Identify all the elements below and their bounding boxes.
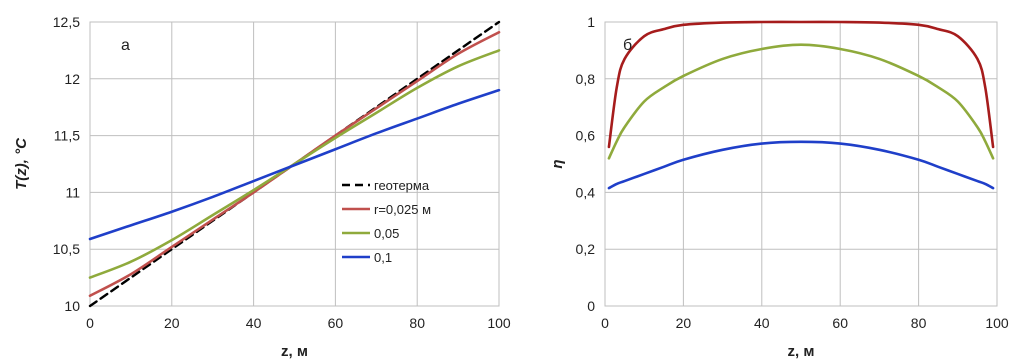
series-line-1 <box>607 20 995 149</box>
series-line-0-1 <box>88 88 501 241</box>
y-tick-label: 0,2 <box>576 241 596 257</box>
y-tick-label: 11,5 <box>54 128 80 144</box>
legend-entry-label: 0,05 <box>374 226 399 241</box>
panel-a-y-ticks: 10 10,5 11 11,5 12 12,5 <box>53 14 80 314</box>
panel-b-plot-area <box>604 21 998 307</box>
x-tick-label: 0 <box>601 315 609 331</box>
panel-a-x-ticks: 0 20 40 60 80 100 <box>86 315 511 331</box>
series-line-2 <box>607 43 995 160</box>
x-tick-label: 60 <box>328 315 344 331</box>
y-tick-label: 0 <box>587 298 595 314</box>
panel-a-plot-area <box>89 21 500 307</box>
panel-b-x-ticks: 0 20 40 60 80 100 <box>601 315 1009 331</box>
panel-b-x-axis-title: z, м <box>788 343 815 360</box>
panel-a-series <box>88 20 501 308</box>
y-tick-label: 12 <box>64 71 80 87</box>
panel-b-gridlines <box>604 21 998 307</box>
x-tick-label: 20 <box>676 315 692 331</box>
legend-entry-label: 0,1 <box>374 250 392 265</box>
x-tick-label: 40 <box>246 315 262 331</box>
chart-panel-a: 10 10,5 11 11,5 12 12,5 0 20 40 60 80 100 а z, м T… <box>13 14 511 360</box>
chart-panel-b: 0 0,2 0,4 0,6 0,8 1 0 20 40 60 80 100 б z, м η <box>549 14 1009 360</box>
panel-a-x-axis-title: z, м <box>281 343 308 360</box>
y-tick-label: 10,5 <box>53 241 80 257</box>
x-tick-label: 0 <box>86 315 94 331</box>
y-tick-label: 11 <box>65 184 80 200</box>
y-tick-label: 0,8 <box>576 71 596 87</box>
x-tick-label: 80 <box>911 315 927 331</box>
y-tick-label: 12,5 <box>53 14 80 30</box>
y-tick-label: 10 <box>64 298 80 314</box>
legend-entry-label: r=0,025 м <box>374 202 431 217</box>
x-tick-label: 20 <box>164 315 180 331</box>
x-tick-label: 60 <box>832 315 848 331</box>
legend-entry-label: геотерма <box>374 178 430 193</box>
panel-b-y-axis-title: η <box>549 159 566 168</box>
panel-b-series <box>607 20 995 190</box>
y-tick-label: 0,6 <box>576 128 596 144</box>
x-tick-label: 80 <box>409 315 425 331</box>
x-tick-label: 40 <box>754 315 770 331</box>
y-tick-label: 1 <box>587 14 595 30</box>
panel-a-legend: геотерма r=0,025 м 0,05 0,1 <box>342 178 431 265</box>
y-tick-label: 0,4 <box>576 184 596 200</box>
panel-a-label: а <box>121 37 130 54</box>
panel-b-y-ticks: 0 0,2 0,4 0,6 0,8 1 <box>576 14 596 314</box>
x-tick-label: 100 <box>985 315 1009 331</box>
panel-a-y-axis-title: T(z), °C <box>13 137 30 190</box>
panel-b-label: б <box>623 37 632 54</box>
x-tick-label: 100 <box>487 315 511 331</box>
series-line-3 <box>607 140 995 190</box>
